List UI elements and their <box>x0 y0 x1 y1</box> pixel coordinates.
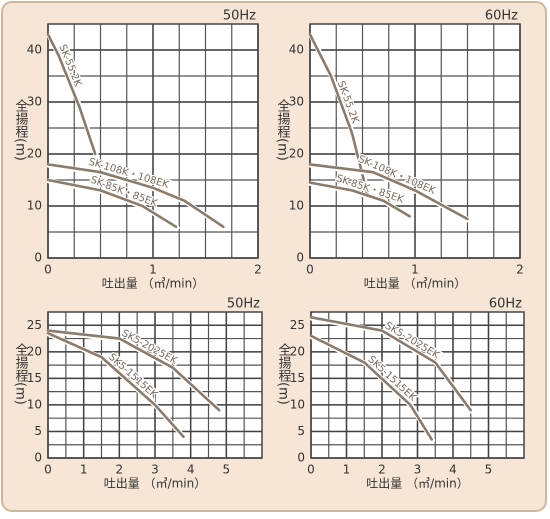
y-tick-label: 10 <box>290 397 305 411</box>
x-tick-label: 5 <box>485 463 493 477</box>
y-tick-label: 25 <box>290 318 305 332</box>
x-tick-label: 4 <box>449 463 457 477</box>
x-tick-label: 2 <box>516 263 524 277</box>
y-tick-label: 25 <box>27 318 42 332</box>
performance-curve <box>46 33 97 156</box>
y-tick-label: 0 <box>296 251 304 265</box>
y-axis-label: 全揚程(m) <box>13 342 29 404</box>
plot-frame <box>47 23 259 259</box>
performance-curve <box>308 163 469 221</box>
y-tick-label: 0 <box>34 451 42 465</box>
x-tick-label: 3 <box>414 463 422 477</box>
y-tick-label: 15 <box>27 371 42 385</box>
x-tick-label: 1 <box>343 463 351 477</box>
x-axis-label: 吐出量 （㎥/min） <box>366 477 469 491</box>
x-tick-label: 0 <box>44 463 52 477</box>
x-tick-label: 1 <box>80 463 88 477</box>
performance-curve <box>308 33 370 197</box>
x-tick-label: 1 <box>149 263 157 277</box>
x-tick-label: 3 <box>151 463 159 477</box>
y-tick-label: 30 <box>289 95 304 109</box>
y-tick-label: 10 <box>289 199 304 213</box>
y-tick-label: 0 <box>34 251 42 265</box>
y-tick-label: 20 <box>27 344 42 358</box>
performance-curve <box>46 331 185 439</box>
y-tick-label: 15 <box>290 371 305 385</box>
x-axis-label: 吐出量 （㎥/min） <box>102 277 205 291</box>
y-tick-label: 20 <box>290 344 305 358</box>
y-tick-label: 5 <box>297 424 305 438</box>
chart-title: 60Hz <box>489 297 522 312</box>
x-axis-label: 吐出量 （㎥/min） <box>104 477 207 491</box>
x-tick-label: 0 <box>306 263 314 277</box>
y-axis-label: 全揚程(m) <box>276 342 292 404</box>
x-tick-label: 2 <box>116 463 124 477</box>
plot-frame <box>309 23 521 259</box>
y-axis-label: 全揚程(m) <box>13 98 29 160</box>
y-tick-label: 30 <box>27 95 42 109</box>
y-tick-label: 20 <box>289 147 304 161</box>
y-tick-label: 40 <box>289 43 304 57</box>
x-tick-label: 2 <box>254 263 262 277</box>
y-tick-label: 5 <box>34 424 42 438</box>
y-tick-label: 0 <box>297 451 305 465</box>
y-tick-label: 40 <box>27 43 42 57</box>
y-tick-label: 10 <box>27 199 42 213</box>
performance-curve <box>309 334 433 441</box>
x-tick-label: 4 <box>187 463 195 477</box>
performance-curve <box>46 329 221 412</box>
x-tick-label: 0 <box>44 263 52 277</box>
chart-title: 50Hz <box>227 297 260 312</box>
y-tick-label: 10 <box>27 397 42 411</box>
x-tick-label: 0 <box>307 463 315 477</box>
performance-curve <box>308 181 412 218</box>
chart-title: 60Hz <box>485 9 518 24</box>
performance-curve <box>46 178 178 229</box>
performance-curve <box>46 163 225 229</box>
y-axis-label: 全揚程(m) <box>275 98 291 160</box>
performance-curve <box>309 316 473 412</box>
y-tick-label: 20 <box>27 147 42 161</box>
x-axis-label: 吐出量 （㎥/min） <box>364 277 467 291</box>
chart-title: 50Hz <box>223 9 256 24</box>
plot-frame <box>47 311 263 459</box>
x-tick-label: 5 <box>223 463 231 477</box>
x-tick-label: 2 <box>378 463 386 477</box>
x-tick-label: 1 <box>411 263 419 277</box>
plot-frame <box>310 311 525 459</box>
